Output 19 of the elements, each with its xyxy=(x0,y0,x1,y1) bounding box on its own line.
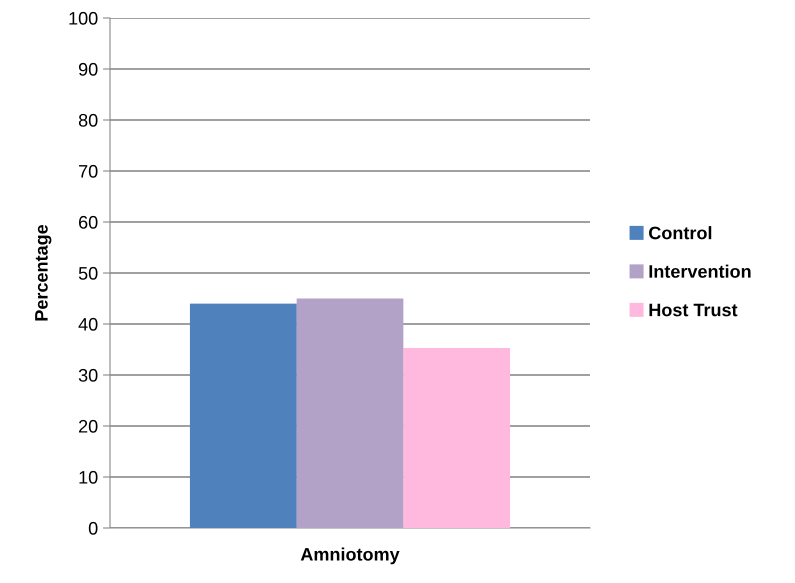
y-tick-label: 30 xyxy=(78,368,98,382)
y-tick-label: 20 xyxy=(79,420,98,433)
y-tick-label: 100 xyxy=(69,12,98,25)
bar xyxy=(190,304,297,528)
y-tick-label: 10 xyxy=(79,470,98,484)
y-tick-label: 40 xyxy=(78,318,98,331)
y-tick-label: 90 xyxy=(78,62,98,76)
legend-label: Intervention xyxy=(650,264,751,278)
y-tick-label: 50 xyxy=(78,266,98,280)
y-tick-label: 70 xyxy=(79,164,98,178)
y-axis-title: Percentage xyxy=(35,224,52,320)
x-tick-label: Amniotomy xyxy=(300,547,400,564)
bar xyxy=(403,348,510,528)
legend-label: Control xyxy=(649,226,712,240)
y-tick-label: 80 xyxy=(78,114,98,127)
legend-label: Host Trust xyxy=(650,304,738,316)
y-tick-label: 0 xyxy=(88,522,98,535)
y-tick-label: 60 xyxy=(79,216,98,229)
bar xyxy=(296,298,404,528)
